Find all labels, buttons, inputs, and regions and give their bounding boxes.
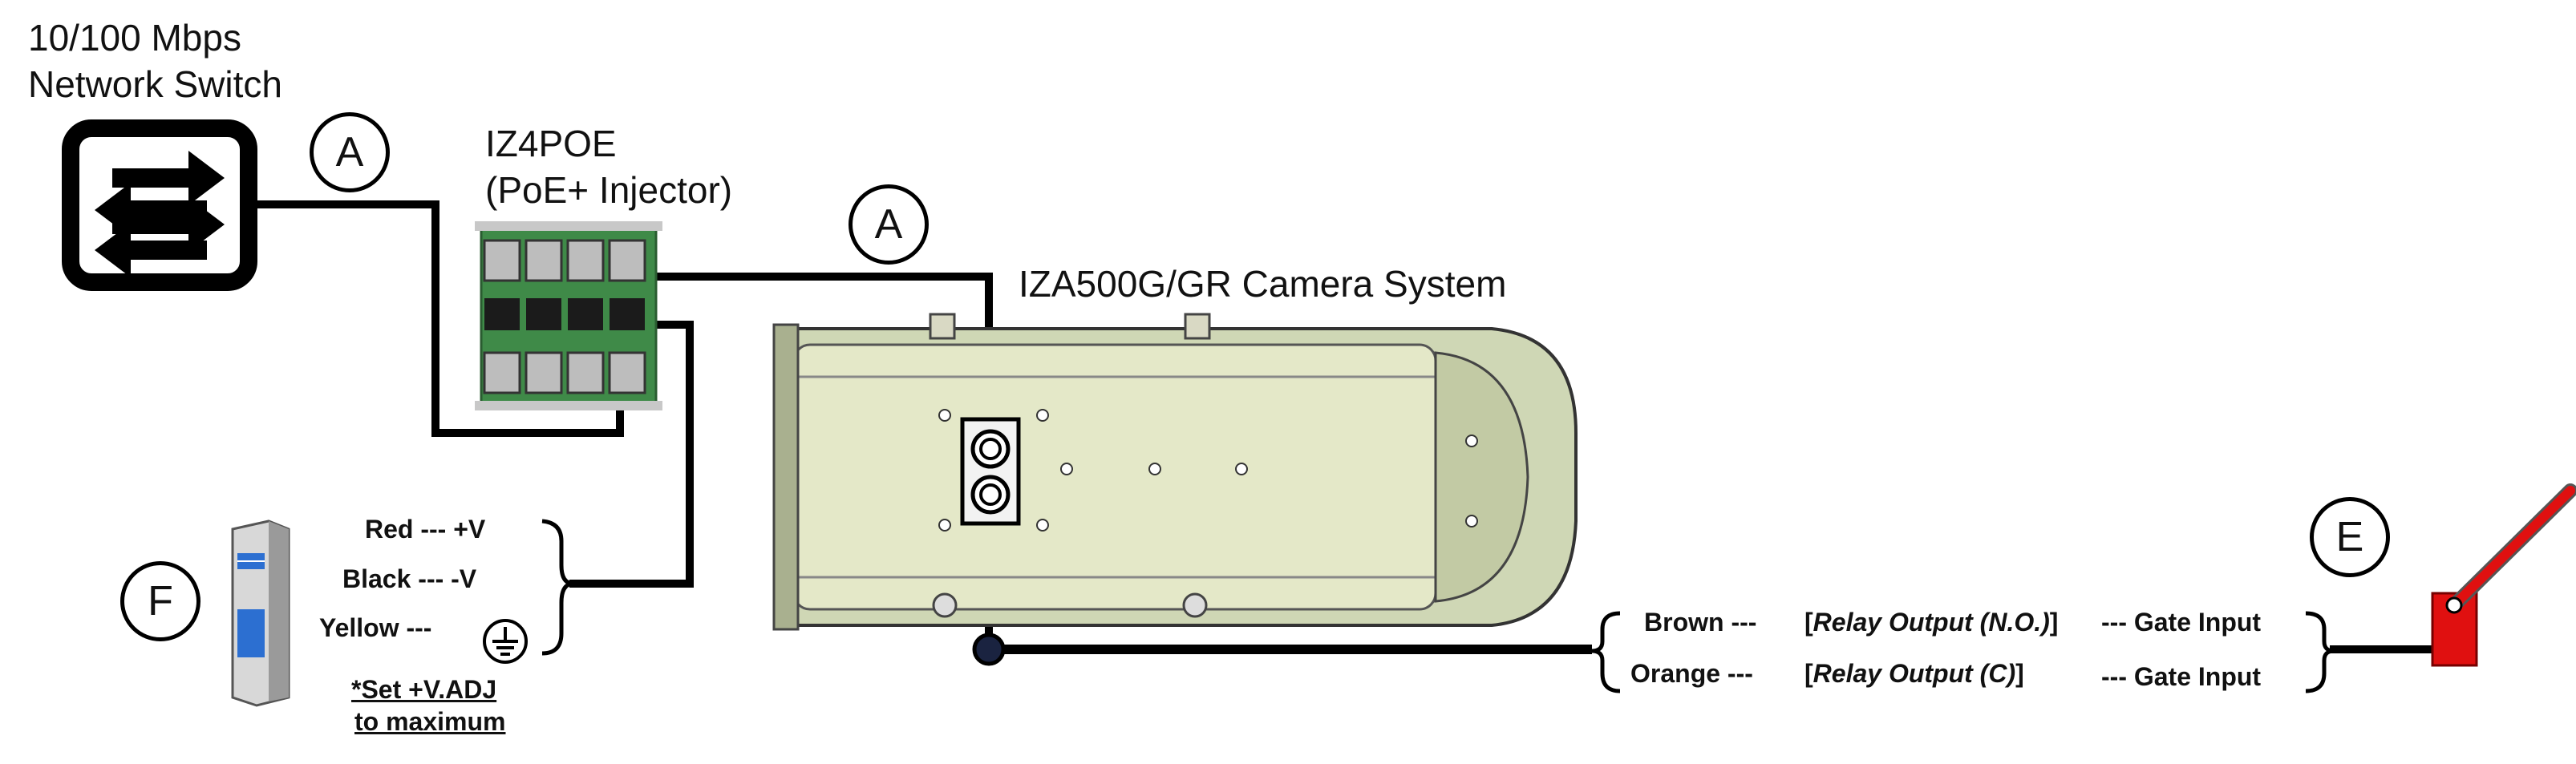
relay-brown-output: [Relay Output (N.O.)] [1804,608,2059,637]
power-red-wire: Red [365,515,414,544]
relay-brown-output-text: Relay Output (N.O.) [1813,608,2050,637]
camera-title: IZA500G/GR Camera System [1019,263,1507,305]
relay-bracket-right [2305,611,2335,693]
injector-title: IZ4POE (PoE+ Injector) [485,120,732,213]
cable-switch-to-injector [249,200,624,437]
power-yellow-label: Yellow --- [319,613,431,643]
callout-e-gate: E [2310,497,2390,577]
relay-orange-output-text: Relay Output (C) [1813,659,2016,688]
relay-orange-output: [Relay Output (C)] [1804,659,2024,688]
switch-title-line2: Network Switch [28,63,282,105]
power-red-label: Red --- +V [365,515,485,544]
switch-title-line1: 10/100 Mbps [28,17,241,59]
power-black-label: Black --- -V [342,564,476,594]
gate-input-2: --- Gate Input [2101,662,2262,691]
power-note-line2: to maximum [354,707,506,736]
network-switch-icon [62,119,257,291]
relay-brown-label: Brown --- [1644,608,1757,637]
camera-housing [772,313,1578,666]
callout-a-switch: A [310,112,390,192]
power-yellow-wire: Yellow [319,613,399,642]
power-note-line1: *Set +V.ADJ [351,675,497,704]
injector-title-line1: IZ4POE [485,123,617,164]
gate-input-1: --- Gate Input [2101,608,2262,637]
power-supply-icon [231,519,290,707]
power-note: *Set +V.ADJ to maximum [351,673,505,738]
power-bracket [541,519,574,656]
poe-injector-board [475,221,662,410]
switch-title: 10/100 Mbps Network Switch [28,14,282,107]
power-yellow-value: --- [406,613,432,642]
ground-symbol-icon [483,619,528,664]
cable-power-to-injector [569,321,694,588]
callout-a-camera: A [849,184,929,265]
callout-f-power: F [120,561,200,641]
power-black-value: --- -V [418,564,477,593]
relay-orange-label: Orange --- [1630,659,1753,688]
power-black-wire: Black [342,564,411,593]
gate-barrier-icon [2431,483,2576,667]
relay-bracket-left [1591,611,1621,693]
power-red-value: --- +V [420,515,486,544]
injector-title-line2: (PoE+ Injector) [485,169,733,211]
